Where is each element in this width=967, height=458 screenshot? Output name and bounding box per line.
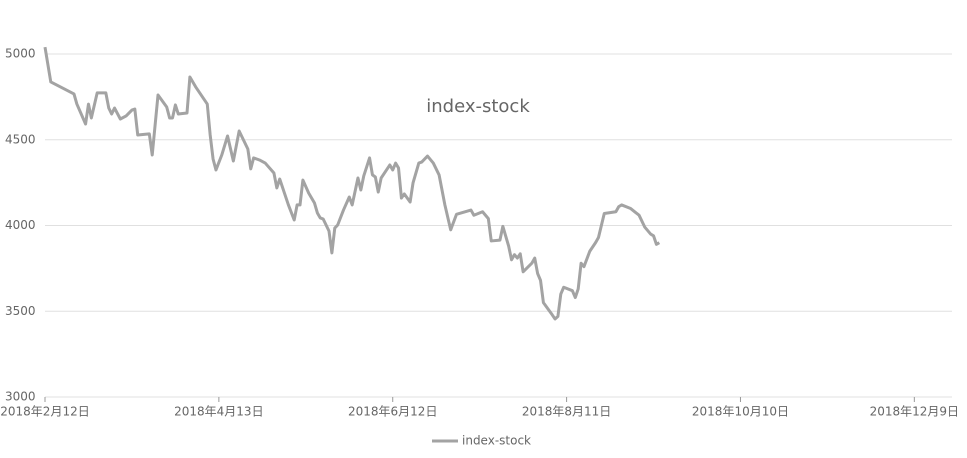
y-tick-label: 3000 bbox=[5, 390, 36, 404]
y-tick-label: 5000 bbox=[5, 47, 36, 61]
x-tick-label: 2018年6月12日 bbox=[348, 405, 437, 419]
y-tick-label: 4000 bbox=[5, 218, 36, 232]
x-tick-label: 2018年2月12日 bbox=[0, 405, 89, 419]
x-tick-label: 2018年8月11日 bbox=[522, 405, 611, 419]
line-series bbox=[43, 46, 661, 321]
chart-title: index-stock bbox=[426, 96, 530, 117]
x-tick-label: 2018年4月13日 bbox=[174, 405, 263, 419]
x-tick-label: 2018年12月9日 bbox=[870, 405, 959, 419]
legend-label: index-stock bbox=[462, 434, 531, 448]
y-tick-label: 4500 bbox=[5, 132, 36, 146]
x-tick-label: 2018年10月10日 bbox=[692, 405, 789, 419]
y-tick-label: 3500 bbox=[5, 304, 36, 318]
